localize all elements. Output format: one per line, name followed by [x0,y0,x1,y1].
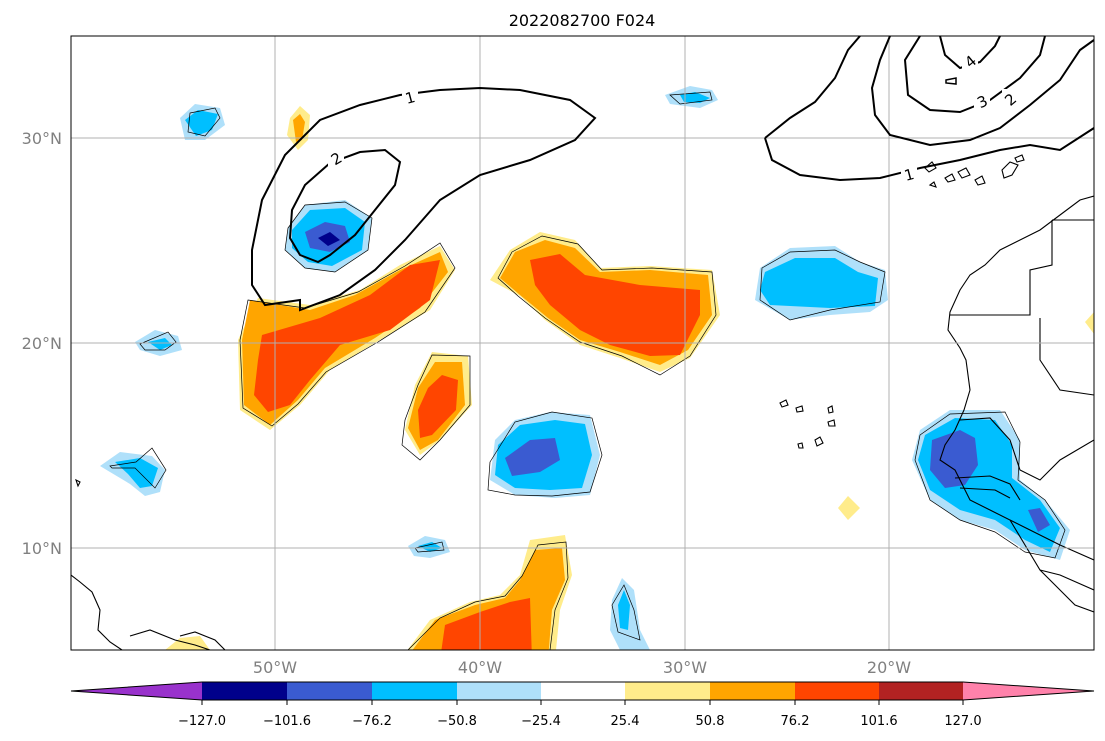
colorbar-label: 76.2 [781,714,810,729]
shaded-field [100,86,1094,650]
colorbar-label: 50.8 [696,714,725,729]
lon-label: 20°W [867,658,911,677]
lat-label: 20°N [22,334,62,353]
lon-label: 40°W [458,658,502,677]
map-frame [70,35,1095,651]
contour-labels: 1 2 1 2 3 4 [328,52,1020,185]
contour-label: 1 [902,165,916,185]
contour-3-east [903,36,1046,114]
colorbar-segment [287,682,372,700]
colorbar-segment [795,682,879,700]
colorbar-extend-max [963,682,1094,700]
colorbar-segment [625,682,710,700]
colorbar-segment [541,682,625,700]
lat-label: 30°N [22,129,62,148]
colorbar-segment [710,682,795,700]
colorbar-label: −101.6 [263,714,311,729]
colorbar-segment [879,682,963,700]
graticule [71,36,1094,650]
colorbar: −127.0 −101.6 −76.2 −50.8 −25.4 25.4 50.… [70,681,1095,729]
colorbar-segment [202,682,287,700]
colorbar-label: 127.0 [944,714,981,729]
colorbar-extend-min [71,682,202,700]
contour-1-east [764,36,861,139]
contour-2-east [870,36,1094,147]
colorbar-segment [457,682,541,700]
colorbar-label: −76.2 [352,714,392,729]
colorbar-label: −127.0 [178,714,226,729]
coastlines [71,154,1094,650]
contour-1-west [251,86,597,312]
chart-title: 2022082700 F024 [509,11,656,30]
contour-2-west [288,148,402,264]
contour-1-east-b [764,127,1094,182]
colorbar-segment [372,682,457,700]
contour-label: 1 [403,88,417,108]
longitude-labels: 50°W 40°W 30°W 20°W [253,658,911,677]
colorbar-label: −25.4 [521,714,561,729]
colorbar-label: 101.6 [860,714,897,729]
latitude-labels: 30°N 20°N 10°N [22,129,62,558]
lon-label: 50°W [253,658,297,677]
colorbar-label: 25.4 [611,714,640,729]
lon-label: 30°W [663,658,707,677]
colorbar-label: −50.8 [437,714,477,729]
lat-label: 10°N [22,539,62,558]
